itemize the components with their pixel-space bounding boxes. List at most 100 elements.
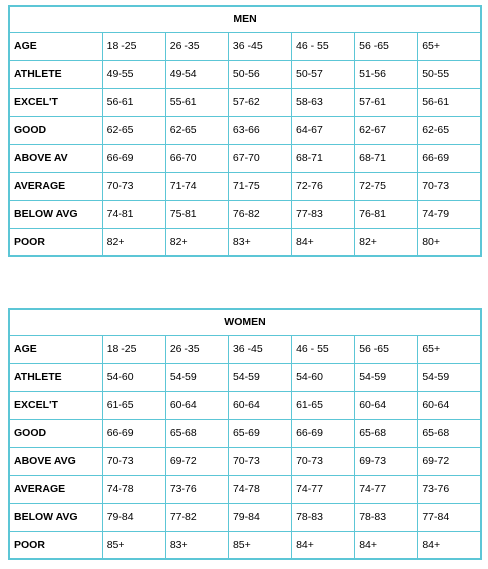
table-cell: 36 -45	[227, 31, 293, 61]
table-cell: 61-65	[101, 390, 166, 420]
table-cell: 62-65	[101, 115, 166, 145]
table-cell: 85+	[227, 530, 293, 560]
table-cell: 69-72	[417, 446, 482, 476]
table-row: POOR 82+ 82+ 83+ 84+ 82+ 80+	[8, 227, 482, 257]
table-cell: 18 -25	[101, 334, 166, 364]
table-cell: 66-70	[164, 143, 229, 173]
table-row: POOR 85+ 83+ 85+ 84+ 84+ 84+	[8, 530, 482, 560]
table-cell: 76-81	[354, 199, 419, 229]
table-cell: 74-77	[354, 474, 419, 504]
table-cell: 64-67	[290, 115, 356, 145]
table-row: AVERAGE 70-73 71-74 71-75 72-76 72-75 70-73	[8, 171, 482, 201]
table-cell: 56-61	[101, 87, 166, 117]
row-label: AGE	[8, 31, 103, 61]
row-label: AVERAGE	[8, 171, 103, 201]
table-cell: 50-56	[227, 59, 293, 89]
table-cell: 46 - 55	[291, 334, 356, 364]
table-cell: 71-74	[164, 171, 229, 201]
table-row: ATHLETE 54-60 54-59 54-59 54-60 54-59 54-59	[8, 362, 482, 392]
table-cell: 70-73	[417, 171, 482, 201]
row-label: ABOVE AV	[8, 143, 103, 173]
row-label: POOR	[8, 530, 103, 560]
row-label: BELOW AVG	[8, 199, 103, 229]
table-cell: 60-64	[354, 390, 419, 420]
table-title-row: WOMEN	[8, 308, 482, 336]
table-cell: 74-77	[291, 474, 356, 504]
table-cell: 69-72	[164, 446, 229, 476]
table-row: BELOW AVG 79-84 77-82 79-84 78-83 78-83 77-84	[8, 502, 482, 532]
table-cell: 85+	[101, 530, 166, 560]
table-cell: 65-68	[354, 418, 419, 448]
table-cell: 66-69	[101, 143, 166, 173]
table-row: ABOVE AV 66-69 66-70 67-70 68-71 68-71 66-69	[8, 143, 482, 173]
table-cell: 76-82	[227, 199, 293, 229]
table-row: GOOD 66-69 65-68 65-69 66-69 65-68 65-68	[8, 418, 482, 448]
table-cell: 61-65	[291, 390, 356, 420]
table-cell: 62-65	[164, 115, 229, 145]
table-title: WOMEN	[8, 308, 482, 336]
table-cell: 82+	[101, 227, 166, 257]
table-cell: 82+	[164, 227, 229, 257]
table-cell: 51-56	[354, 59, 419, 89]
table-cell: 70-73	[227, 446, 293, 476]
table-cell: 74-79	[417, 199, 482, 229]
table-cell: 73-76	[164, 474, 229, 504]
table-row: GOOD 62-65 62-65 63-66 64-67 62-67 62-65	[8, 115, 482, 145]
table-cell: 56-61	[417, 87, 482, 117]
table-cell: 63-66	[227, 115, 293, 145]
table-cell: 57-62	[227, 87, 293, 117]
table-cell: 74-78	[227, 474, 293, 504]
table-row: AGE 18 -25 26 -35 36 -45 46 - 55 56 -65 65+	[8, 334, 482, 364]
table-cell: 78-83	[354, 502, 419, 532]
table-cell: 72-76	[290, 171, 356, 201]
table-row: EXCEL'T 56-61 55-61 57-62 58-63 57-61 56-61	[8, 87, 482, 117]
table-cell: 69-73	[354, 446, 419, 476]
table-cell: 65-68	[417, 418, 482, 448]
table-cell: 83+	[227, 227, 293, 257]
table-cell: 58-63	[290, 87, 356, 117]
table-cell: 84+	[290, 227, 356, 257]
table-cell: 70-73	[101, 446, 166, 476]
table-cell: 54-59	[417, 362, 482, 392]
table-row: BELOW AVG 74-81 75-81 76-82 77-83 76-81 74-79	[8, 199, 482, 229]
table-cell: 57-61	[354, 87, 419, 117]
men-heart-rate-table: MEN AGE 18 -25 26 -35 36 -45 46 - 55 56 -65 65…	[8, 5, 482, 257]
row-label: ATHLETE	[8, 362, 103, 392]
women-heart-rate-table: WOMEN AGE 18 -25 26 -35 36 -45 46 - 55 56 -65…	[8, 308, 482, 560]
table-cell: 80+	[417, 227, 482, 257]
table-cell: 74-78	[101, 474, 166, 504]
table-cell: 54-59	[227, 362, 293, 392]
table-row: EXCEL'T 61-65 60-64 60-64 61-65 60-64 60-64	[8, 390, 482, 420]
table-cell: 62-65	[417, 115, 482, 145]
row-label: POOR	[8, 227, 103, 257]
table-cell: 54-59	[354, 362, 419, 392]
table-cell: 18 -25	[101, 31, 166, 61]
table-cell: 75-81	[164, 199, 229, 229]
table-cell: 65+	[417, 334, 482, 364]
table-cell: 83+	[164, 530, 229, 560]
table-cell: 84+	[354, 530, 419, 560]
table-row: AVERAGE 74-78 73-76 74-78 74-77 74-77 73-76	[8, 474, 482, 504]
row-label: EXCEL'T	[8, 87, 103, 117]
table-cell: 82+	[354, 227, 419, 257]
table-cell: 66-69	[101, 418, 166, 448]
row-label: AGE	[8, 334, 103, 364]
row-label: BELOW AVG	[8, 502, 103, 532]
table-cell: 46 - 55	[290, 31, 356, 61]
table-cell: 77-84	[417, 502, 482, 532]
table-cell: 79-84	[227, 502, 293, 532]
row-label: AVERAGE	[8, 474, 103, 504]
table-cell: 54-60	[101, 362, 166, 392]
table-cell: 36 -45	[227, 334, 293, 364]
table-cell: 68-71	[354, 143, 419, 173]
table-cell: 60-64	[227, 390, 293, 420]
table-row: ABOVE AVG 70-73 69-72 70-73 70-73 69-73 69-72	[8, 446, 482, 476]
table-cell: 78-83	[291, 502, 356, 532]
table-cell: 84+	[417, 530, 482, 560]
table-cell: 56 -65	[354, 334, 419, 364]
table-row: ATHLETE 49-55 49-54 50-56 50-57 51-56 50-55	[8, 59, 482, 89]
table-cell: 67-70	[227, 143, 293, 173]
table-cell: 74-81	[101, 199, 166, 229]
table-cell: 50-55	[417, 59, 482, 89]
table-cell: 26 -35	[164, 334, 229, 364]
